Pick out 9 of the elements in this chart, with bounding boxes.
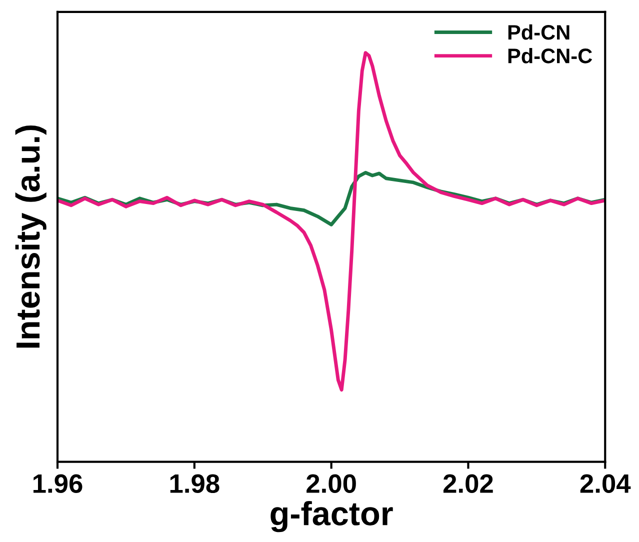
x-tick-label: 2.04 [580,474,631,493]
x-tick-label: 2.02 [443,474,493,493]
legend-label: Pd-CN [508,24,570,40]
x-tick-label: 2.00 [306,474,356,493]
y-axis-title: Intensity (a.u.) [15,126,46,348]
x-tick-label: 1.98 [170,474,220,493]
x-axis-title: g-factor [270,500,393,532]
x-tick-label: 1.96 [33,474,82,493]
legend-label: Pd-CN-C [508,48,592,64]
